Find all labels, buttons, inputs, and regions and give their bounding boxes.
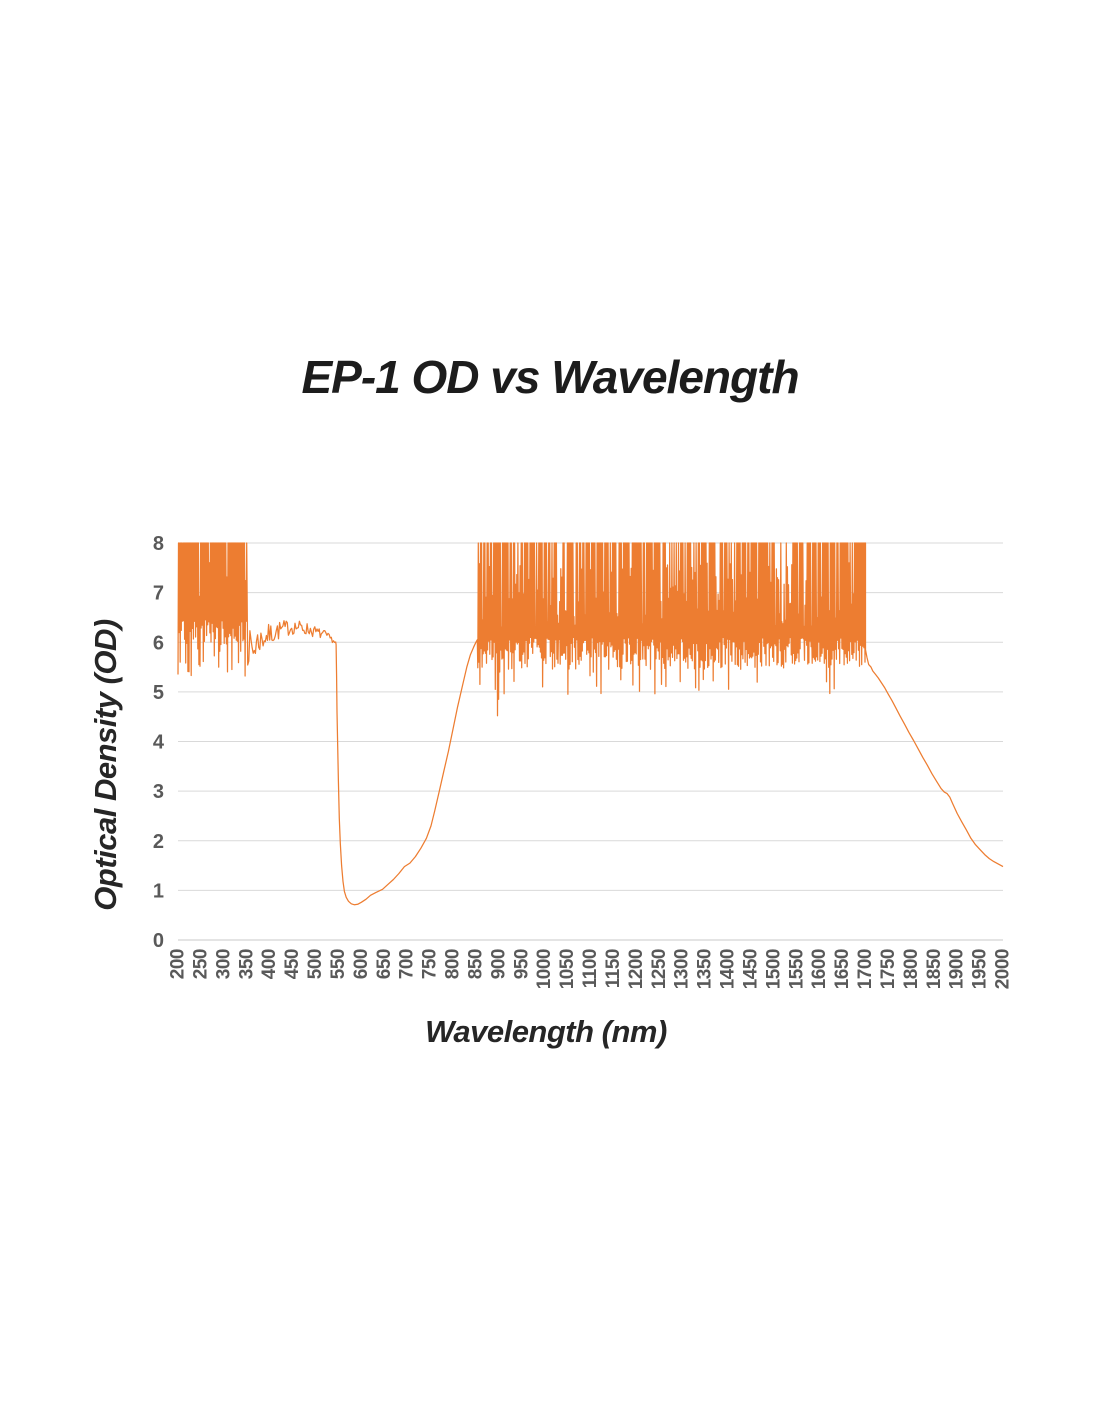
x-tick-label: 1000: [534, 949, 555, 989]
y-tick-label: 7: [153, 583, 164, 605]
x-tick-label: 1700: [855, 949, 876, 989]
x-tick-label: 1100: [580, 949, 601, 988]
x-tick-label: 300: [213, 949, 234, 979]
x-tick-label: 1050: [557, 949, 578, 989]
x-tick-label: 950: [511, 949, 532, 979]
x-tick-label: 850: [465, 949, 486, 979]
x-tick-label: 1350: [695, 949, 716, 989]
chart-title: EP-1 OD vs Wavelength: [301, 351, 799, 403]
y-tick-label: 4: [153, 732, 165, 754]
x-tick-label: 400: [259, 949, 280, 979]
spectrum-line: [177, 542, 1004, 906]
x-tick-label: 1150: [603, 949, 624, 988]
x-axis-title: Wavelength (nm): [425, 1014, 667, 1049]
x-tick-label: 600: [351, 949, 372, 979]
x-tick-label: 750: [420, 949, 441, 979]
x-tick-label: 1200: [626, 949, 647, 989]
y-tick-label: 3: [153, 781, 164, 803]
x-tick-label: 1400: [718, 949, 739, 989]
x-tick-label: 250: [190, 949, 211, 979]
x-tick-label: 1900: [947, 949, 968, 989]
x-tick-label: 1650: [832, 949, 853, 989]
y-tick-label: 8: [153, 533, 164, 555]
x-tick-label: 1850: [924, 949, 945, 989]
x-tick-label: 1250: [649, 949, 670, 989]
y-tick-label: 0: [153, 930, 164, 952]
x-tick-label: 500: [305, 949, 326, 979]
x-tick-label: 200: [168, 949, 189, 979]
x-tick-label: 900: [488, 949, 509, 979]
x-tick-label: 1300: [672, 949, 693, 989]
x-tick-label: 1600: [809, 949, 830, 989]
y-tick-label: 2: [153, 831, 164, 853]
x-tick-label: 2000: [993, 949, 1014, 989]
y-tick-label: 6: [153, 632, 164, 654]
x-tick-label: 650: [374, 949, 395, 979]
x-tick-label: 350: [236, 949, 257, 979]
x-tick-label: 450: [282, 949, 303, 979]
x-tick-label: 1450: [740, 949, 761, 989]
x-tick-label: 1800: [901, 949, 922, 989]
x-tick-label: 1550: [786, 949, 807, 989]
x-tick-label: 1950: [970, 949, 991, 989]
x-tick-label: 1500: [763, 949, 784, 989]
x-tick-label: 550: [328, 949, 349, 979]
y-tick-label: 5: [153, 682, 164, 704]
y-tick-label: 1: [153, 880, 164, 902]
x-tick-label: 800: [443, 949, 464, 979]
x-tick-label: 1750: [878, 949, 899, 989]
x-tick-label: 700: [397, 949, 418, 979]
